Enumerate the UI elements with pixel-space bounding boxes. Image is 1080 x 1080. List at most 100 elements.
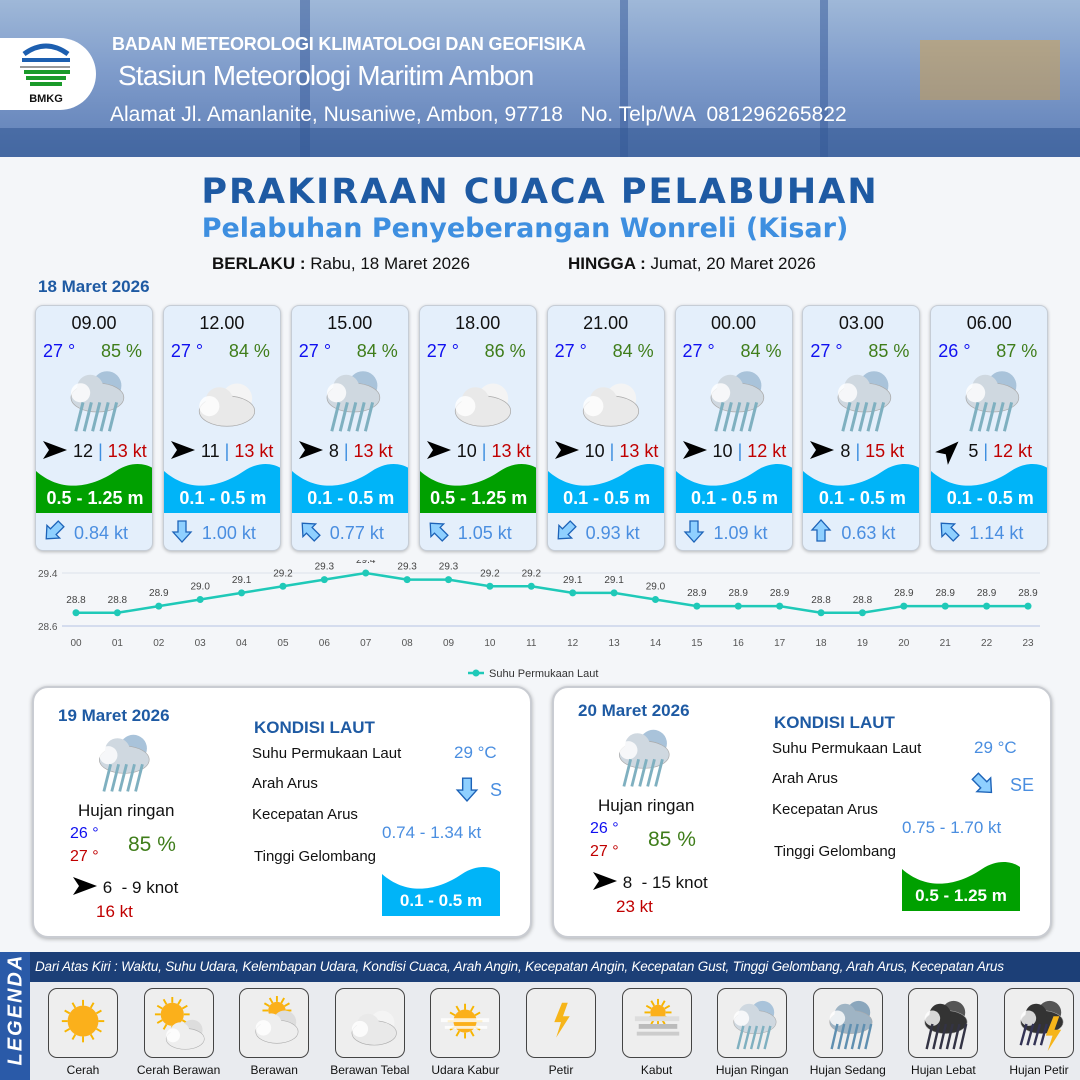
data-label: 29.1 — [604, 575, 624, 586]
data-label: 29.3 — [397, 562, 417, 573]
data-point — [486, 582, 494, 590]
valid-from-date: Rabu, 18 Maret 2026 — [310, 254, 470, 273]
data-label: 29.3 — [315, 562, 335, 573]
legend-label: Udara Kabur — [431, 1063, 500, 1077]
min-temperature: 26 ° — [590, 820, 619, 837]
x-tick-label: 07 — [360, 638, 372, 649]
legend-label: Cerah — [66, 1063, 100, 1077]
x-tick-label: 00 — [70, 638, 82, 649]
data-point — [569, 589, 577, 597]
x-tick-label: 11 — [526, 638, 537, 649]
valid-to-label: HINGGA : — [568, 254, 646, 273]
legend-label: Berawan Tebal — [330, 1063, 410, 1077]
current-direction-arrow-icon — [454, 776, 480, 807]
x-tick-label: 14 — [650, 638, 662, 649]
gust-speed: 13 kt — [234, 441, 274, 461]
gust-speed: 13 kt — [107, 441, 147, 461]
sea-surface-temperature-chart: 29.4 28.6 28.8 00 28.8 01 28.9 02 29.0 03 29.1 04 29… — [38, 560, 1040, 680]
daily-forecast-panel: 20 Maret 2026 Hujan ringan 26 ° 27 ° 85 … — [552, 686, 1052, 938]
data-point — [1024, 602, 1032, 610]
current-info: 1.09 kt — [682, 519, 768, 548]
legend-title: LEGENDA — [4, 953, 27, 1066]
wind-info: 6 - 9 knot — [72, 876, 178, 898]
forecast-time: 06.00 — [966, 313, 1012, 333]
air-temperature: 27 ° — [426, 341, 459, 361]
data-label: 28.9 — [894, 588, 914, 599]
data-label: 28.8 — [811, 595, 831, 606]
sst-value: 29 °C — [974, 738, 1017, 757]
wind-direction-arrow-icon — [298, 441, 324, 461]
wind-info: 10 | 13 kt — [426, 440, 536, 462]
hujan-ringan-weather-icon — [316, 364, 386, 436]
forecast-time: 18.00 — [455, 313, 501, 333]
sst-label: Suhu Permukaan Laut — [252, 745, 402, 762]
wind-speed: 10 — [584, 441, 605, 461]
y-tick-label: 29.4 — [38, 569, 58, 580]
y-tick-label: 28.6 — [38, 622, 58, 633]
forecast-card: 15.00 27 ° 84 % 8 | 13 kt 0.1 - 0.5 m 0.… — [290, 305, 409, 551]
daily-forecast-panel: 19 Maret 2026 Hujan ringan 26 ° 27 ° 85 … — [32, 686, 532, 938]
x-tick-label: 13 — [609, 638, 621, 649]
wind-speed: 8 — [840, 441, 851, 461]
agency-name: BADAN METEOROLOGI KLIMATOLOGI DAN GEOFIS… — [112, 34, 586, 54]
bmkg-logo: BMKG — [0, 38, 96, 110]
hujan-ringan-weather-icon — [827, 364, 897, 436]
wind-speed: 12 — [73, 441, 94, 461]
current-direction-arrow-icon — [426, 519, 450, 548]
x-tick-label: 05 — [277, 638, 289, 649]
wave-height: 0.1 - 0.5 m — [803, 463, 920, 513]
legend-hujan-sedang-icon — [812, 988, 883, 1058]
wind-info: 10 | 13 kt — [554, 440, 664, 462]
wave-height: 0.5 - 1.25 m — [419, 463, 536, 513]
air-temperature: 26 ° — [938, 341, 971, 361]
forecast-time: 00.00 — [710, 313, 757, 333]
legend-label: Hujan Sedang — [809, 1063, 886, 1077]
current-info: 1.05 kt — [426, 519, 512, 548]
hujan-ringan-weather-icon — [90, 728, 154, 801]
data-label: 29.1 — [232, 575, 252, 586]
forecast-card: 00.00 27 ° 84 % 10 | 12 kt 0.1 - 0.5 m 1… — [674, 305, 793, 551]
x-tick-label: 09 — [443, 638, 455, 649]
current-speed: 0.93 kt — [585, 523, 640, 543]
data-point — [72, 609, 80, 617]
forecast-card: 18.00 27 ° 86 % 10 | 13 kt 0.5 - 1.25 m … — [418, 305, 537, 551]
legend-label: Hujan Ringan — [715, 1063, 789, 1077]
data-label: 29.2 — [480, 568, 500, 579]
wave-height-value: 0.5 - 1.25 m — [430, 488, 528, 508]
data-label: 28.9 — [1018, 588, 1038, 599]
wind-direction-arrow-icon — [554, 441, 580, 461]
hujan-ringan-weather-icon — [610, 723, 674, 796]
wind-direction-arrow-icon — [592, 872, 618, 892]
header-banner — [0, 0, 1080, 157]
forecast-time: 09.00 — [71, 313, 117, 333]
current-direction-arrow-icon — [554, 519, 578, 548]
data-point — [403, 576, 411, 584]
current-direction-label: Arah Arus — [252, 775, 318, 792]
data-point — [279, 582, 287, 590]
legend-hujan-petir-icon — [1004, 988, 1074, 1058]
forecast-card: 06.00 26 ° 87 % 5 | 12 kt 0.1 - 0.5 m 1.… — [930, 305, 1049, 551]
current-speed-value: 0.75 - 1.70 kt — [902, 818, 1002, 837]
x-tick-label: 12 — [567, 638, 579, 649]
berawan-tebal-weather-icon — [188, 364, 258, 436]
wave-height-value: 0.1 - 0.5 m — [946, 488, 1034, 508]
x-tick-label: 21 — [940, 638, 952, 649]
current-info: 0.84 kt — [42, 519, 128, 548]
legend-label: Suhu Permukaan Laut — [489, 668, 598, 680]
x-tick-label: 06 — [319, 638, 331, 649]
air-temperature: 27 ° — [682, 341, 715, 361]
wind-direction-arrow-icon — [42, 441, 68, 461]
data-label: 28.9 — [977, 588, 997, 599]
data-label: 28.9 — [687, 588, 707, 599]
humidity: 87 % — [996, 341, 1038, 361]
data-label: 28.8 — [853, 595, 873, 606]
wind-direction-arrow-icon — [809, 441, 835, 461]
x-tick-label: 23 — [1022, 638, 1034, 649]
legend-label: Cerah Berawan — [136, 1063, 221, 1077]
berawan-tebal-weather-icon — [572, 364, 642, 436]
wind-info: 12 | 13 kt — [42, 440, 152, 462]
data-label: 29.4 — [356, 560, 376, 566]
station-address: Alamat Jl. Amanlanite, Nusaniwe, Ambon, … — [110, 103, 847, 126]
current-direction-value: SE — [1010, 775, 1035, 795]
current-speed-label: Kecepatan Arus — [772, 801, 878, 818]
